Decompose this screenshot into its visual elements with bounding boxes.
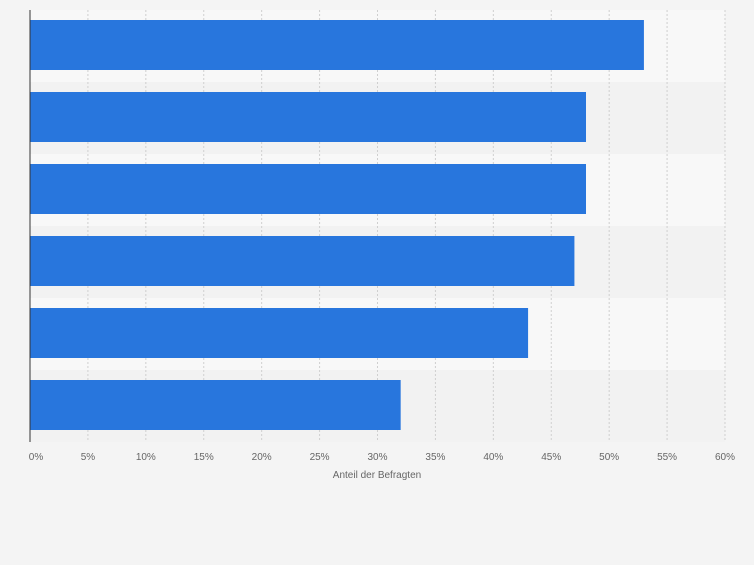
x-axis-title: Anteil der Befragten bbox=[333, 470, 421, 481]
bar[interactable] bbox=[30, 20, 644, 70]
x-tick-label: 5% bbox=[81, 452, 96, 463]
x-tick-label: 30% bbox=[367, 452, 387, 463]
x-tick-label: 45% bbox=[541, 452, 561, 463]
bar[interactable] bbox=[30, 380, 401, 430]
x-tick-labels: 0% 5% 10% 15% 20% 25% 30% 35% 40% 45% 50% 55% 60% bbox=[29, 452, 735, 463]
bar[interactable] bbox=[30, 308, 529, 358]
x-tick-label: 50% bbox=[599, 452, 619, 463]
x-tick-label: 60% bbox=[715, 452, 735, 463]
x-tick-label: 20% bbox=[252, 452, 272, 463]
x-tick-label: 40% bbox=[483, 452, 503, 463]
x-tick-label: 55% bbox=[657, 452, 677, 463]
bar[interactable] bbox=[30, 236, 575, 286]
x-tick-label: 25% bbox=[310, 452, 330, 463]
bars bbox=[30, 20, 644, 430]
grid-lines bbox=[87, 10, 726, 442]
x-tick-label: 10% bbox=[136, 452, 156, 463]
x-tick-label: 0% bbox=[29, 452, 44, 463]
bar[interactable] bbox=[30, 92, 586, 142]
x-tick-label: 15% bbox=[194, 452, 214, 463]
x-tick-label: 35% bbox=[425, 452, 445, 463]
bar[interactable] bbox=[30, 164, 586, 214]
